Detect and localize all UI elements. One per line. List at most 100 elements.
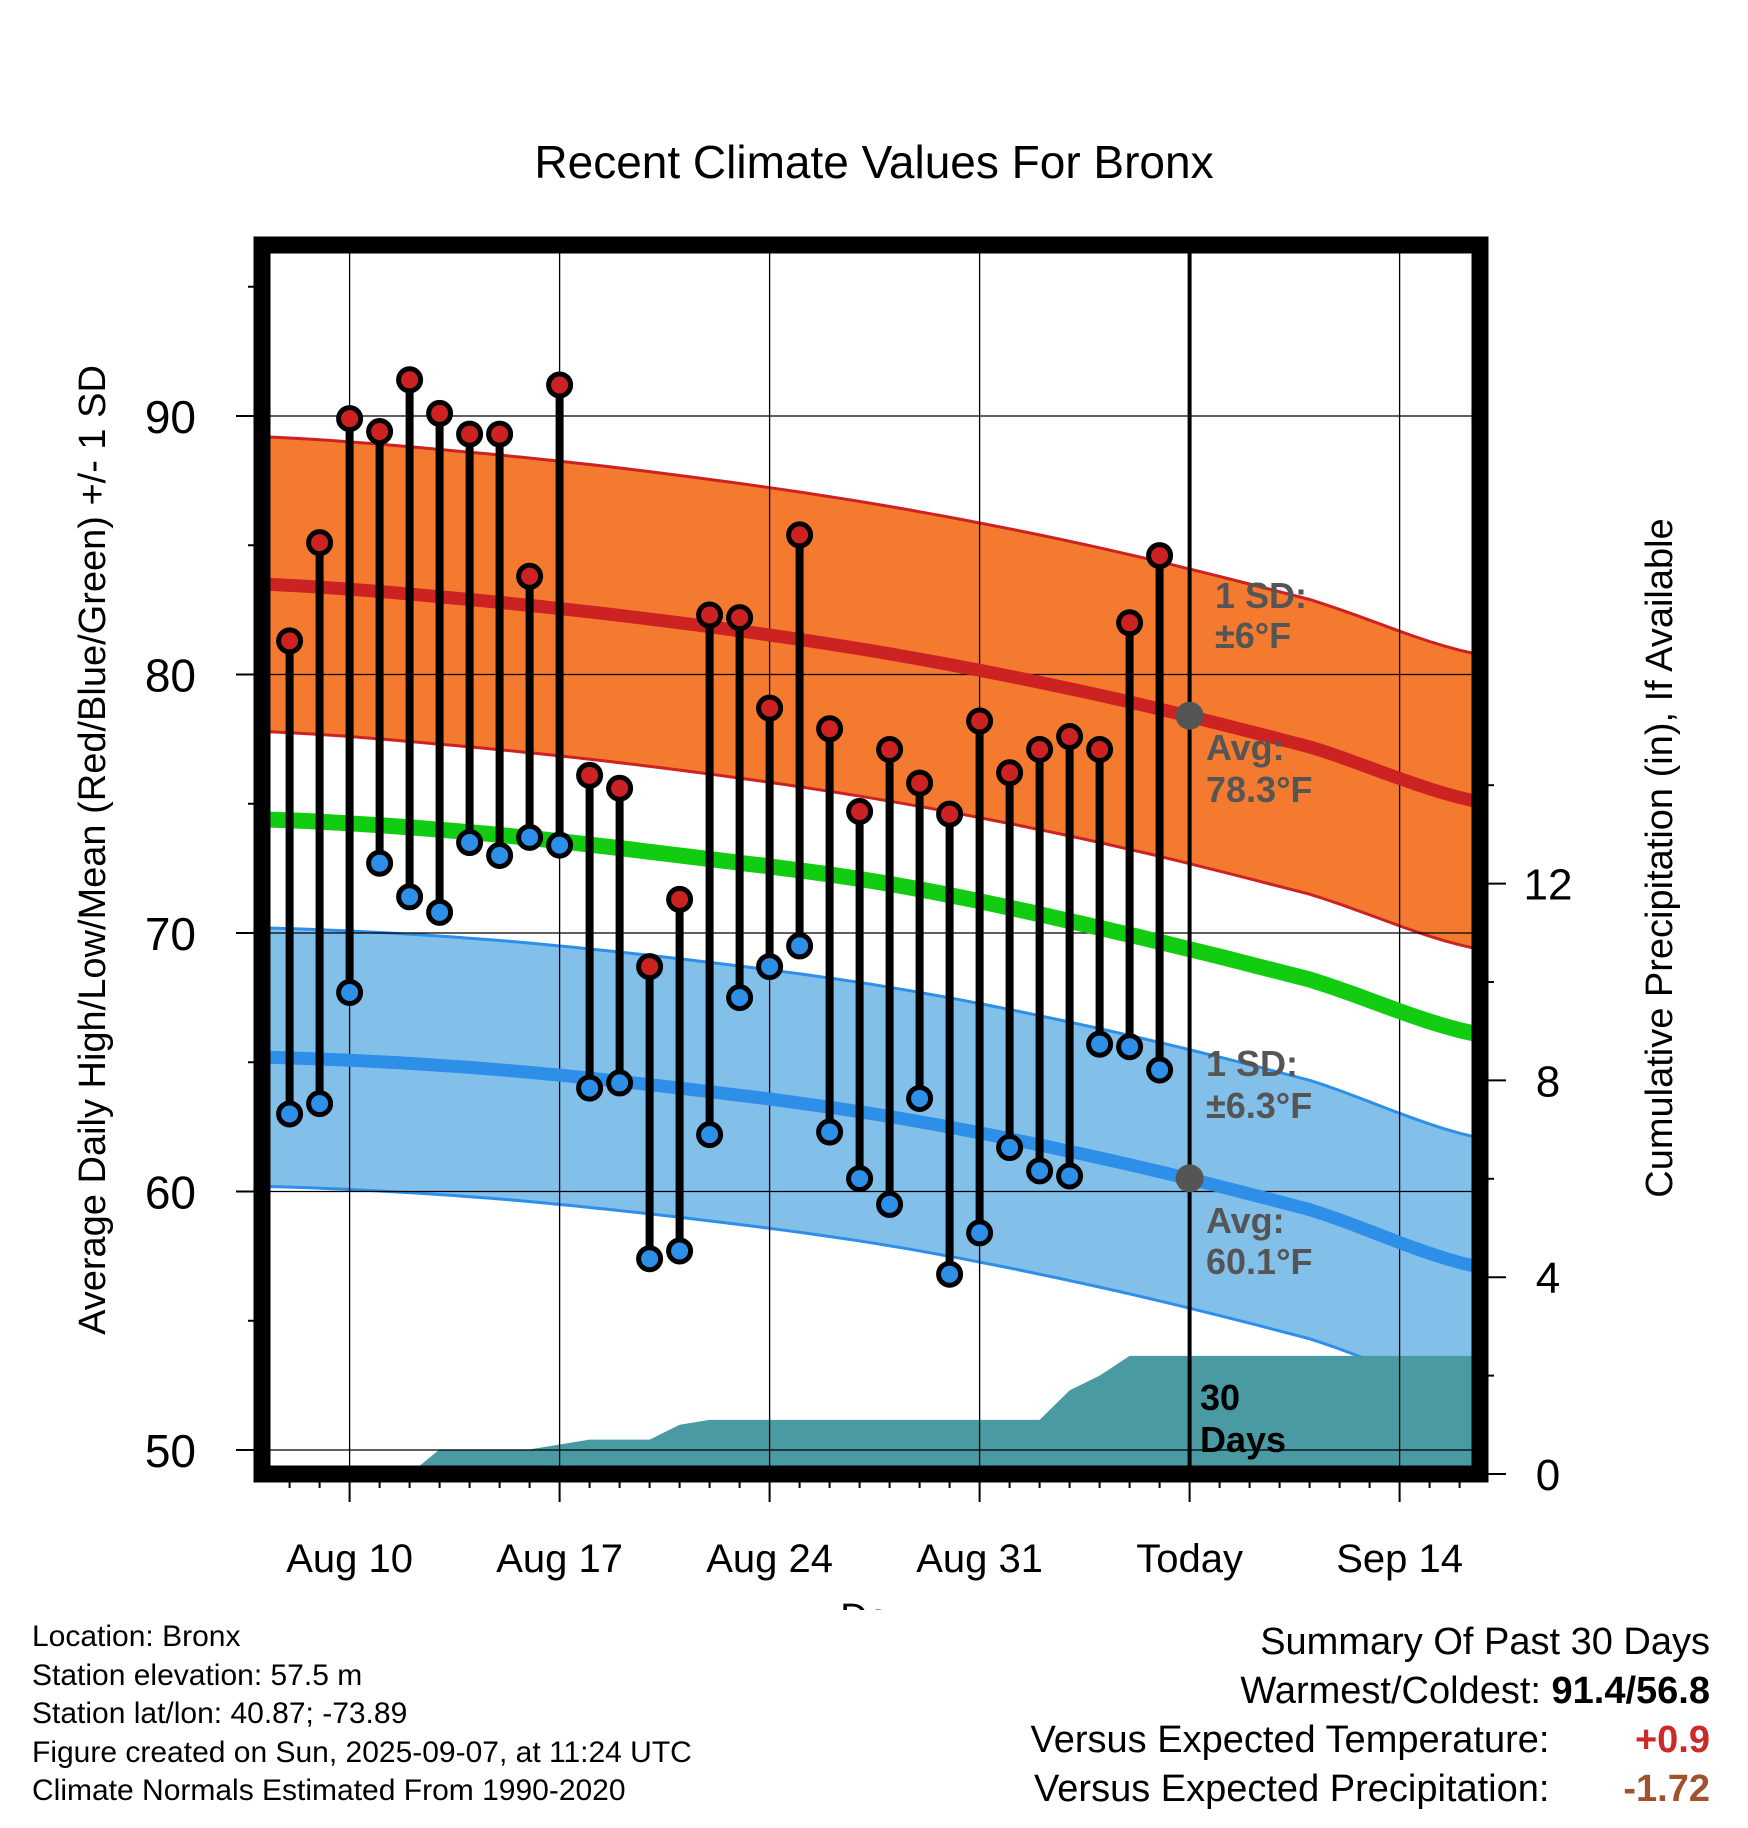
daily-high-point: [846, 798, 874, 826]
daily-high-point: [1116, 609, 1144, 637]
y-tick-label: 50: [145, 1425, 196, 1477]
x-tick-label: Aug 10: [286, 1537, 413, 1581]
precip-area: [409, 1355, 1480, 1474]
daily-low-point: [756, 953, 784, 981]
y-tick-label: 70: [145, 908, 196, 960]
today-low-normal-marker: [1175, 1164, 1204, 1193]
annotation-text: Days: [1200, 1419, 1286, 1460]
daily-low-point: [666, 1237, 694, 1265]
annotation-text: 60.1°F: [1206, 1241, 1312, 1282]
daily-high-point: [876, 735, 904, 763]
daily-low-point: [1146, 1056, 1174, 1084]
daily-high-point: [546, 371, 574, 399]
daily-high-point: [1026, 735, 1054, 763]
info-location: Location: Bronx: [32, 1620, 241, 1653]
daily-low-point: [486, 841, 514, 869]
daily-high-point: [426, 399, 454, 427]
annotation-text: Avg:: [1206, 1200, 1285, 1241]
daily-high-point: [786, 521, 814, 549]
summary-prcp-label: Versus Expected Precipitation:: [1034, 1768, 1550, 1810]
daily-low-point: [696, 1121, 724, 1149]
annotation-text: 1 SD:: [1206, 1043, 1298, 1084]
annotation-text: 1 SD:: [1215, 575, 1307, 616]
daily-low-point: [336, 978, 364, 1006]
y2-tick-label: 8: [1536, 1057, 1560, 1106]
y-axis-label: Average Daily High/Low/Mean (Red/Blue/Gr…: [72, 365, 114, 1335]
daily-low-point: [786, 932, 814, 960]
summary-temp-row: Versus Expected Temperature: +0.9: [1031, 1716, 1710, 1765]
daily-low-point: [846, 1165, 874, 1193]
daily-low-point: [576, 1074, 604, 1102]
info-latlon: Station lat/lon: 40.87; -73.89: [32, 1697, 408, 1730]
y-tick-label: 80: [145, 650, 196, 702]
daily-low-point: [816, 1118, 844, 1146]
daily-low-point: [906, 1084, 934, 1112]
summary-temp-label: Versus Expected Temperature:: [1030, 1719, 1550, 1761]
daily-high-point: [966, 707, 994, 735]
daily-high-point: [366, 418, 394, 446]
daily-high-point: [306, 529, 334, 557]
daily-high-point: [996, 759, 1024, 787]
annotation-text: 78.3°F: [1206, 769, 1312, 810]
daily-low-point: [636, 1245, 664, 1273]
daily-low-point: [396, 883, 424, 911]
daily-low-point: [276, 1100, 304, 1128]
x-tick-label: Sep 14: [1336, 1537, 1463, 1581]
daily-high-point: [1086, 735, 1114, 763]
daily-low-point: [996, 1134, 1024, 1162]
daily-low-point: [516, 823, 544, 851]
summary-warm-label: Warmest/Coldest:: [1240, 1670, 1541, 1712]
x-axis-label: Day: [840, 1597, 908, 1610]
x-tick-label: Aug 31: [916, 1537, 1043, 1581]
summary-prcp-row: Versus Expected Precipitation: -1.72: [1031, 1765, 1710, 1814]
plot-frame: [253, 236, 1489, 1483]
y2-tick-label: 0: [1536, 1451, 1560, 1500]
info-normals: Climate Normals Estimated From 1990-2020: [32, 1774, 626, 1807]
y2-axis-label: Cumulative Precipitation (in), If Availa…: [1639, 518, 1681, 1197]
annotation-text: 30: [1200, 1377, 1240, 1418]
daily-low-point: [546, 831, 574, 859]
daily-high-point: [696, 601, 724, 629]
daily-low-point: [1086, 1030, 1114, 1058]
summary-panel: Summary Of Past 30 Days Warmest/Coldest:…: [1031, 1618, 1710, 1814]
daily-low-point: [1026, 1157, 1054, 1185]
daily-high-point: [336, 405, 364, 433]
summary-temp-value: +0.9: [1634, 1719, 1710, 1761]
daily-high-point: [576, 761, 604, 789]
y2-tick-label: 12: [1524, 861, 1573, 910]
high-sd-band: [262, 436, 1480, 950]
summary-prcp-value: -1.72: [1623, 1768, 1710, 1810]
daily-high-point: [1146, 542, 1174, 570]
daily-low-point: [876, 1190, 904, 1218]
daily-low-point: [1116, 1033, 1144, 1061]
daily-high-point: [816, 715, 844, 743]
info-created: Figure created on Sun, 2025-09-07, at 11…: [32, 1735, 692, 1769]
daily-high-point: [636, 953, 664, 981]
info-elevation: Station elevation: 57.5 m: [32, 1658, 363, 1692]
y-tick-label: 90: [145, 391, 196, 443]
daily-high-point: [1056, 723, 1084, 751]
daily-high-point: [756, 694, 784, 722]
low-sd-band: [262, 927, 1480, 1397]
daily-low-point: [726, 984, 754, 1012]
x-tick-label: Aug 24: [706, 1537, 833, 1581]
daily-high-point: [906, 769, 934, 797]
climate-chart: Recent Climate Values For Bronx 1 SD:±6°…: [72, 136, 1681, 1610]
daily-low-point: [936, 1260, 964, 1288]
daily-high-point: [516, 562, 544, 590]
daily-low-point: [366, 849, 394, 877]
daily-high-point: [396, 366, 424, 394]
daily-low-point: [606, 1069, 634, 1097]
x-tick-label: Aug 17: [496, 1537, 623, 1581]
summary-warm-value: 91.4/56.8: [1551, 1670, 1710, 1712]
daily-high-point: [726, 604, 754, 632]
low-band-lower-edge: [262, 1184, 1480, 1398]
daily-high-point: [486, 420, 514, 448]
daily-high-point: [606, 774, 634, 802]
daily-low-point: [966, 1219, 994, 1247]
y-tick-label: 60: [145, 1167, 196, 1219]
daily-high-point: [456, 420, 484, 448]
daily-low-point: [426, 898, 454, 926]
